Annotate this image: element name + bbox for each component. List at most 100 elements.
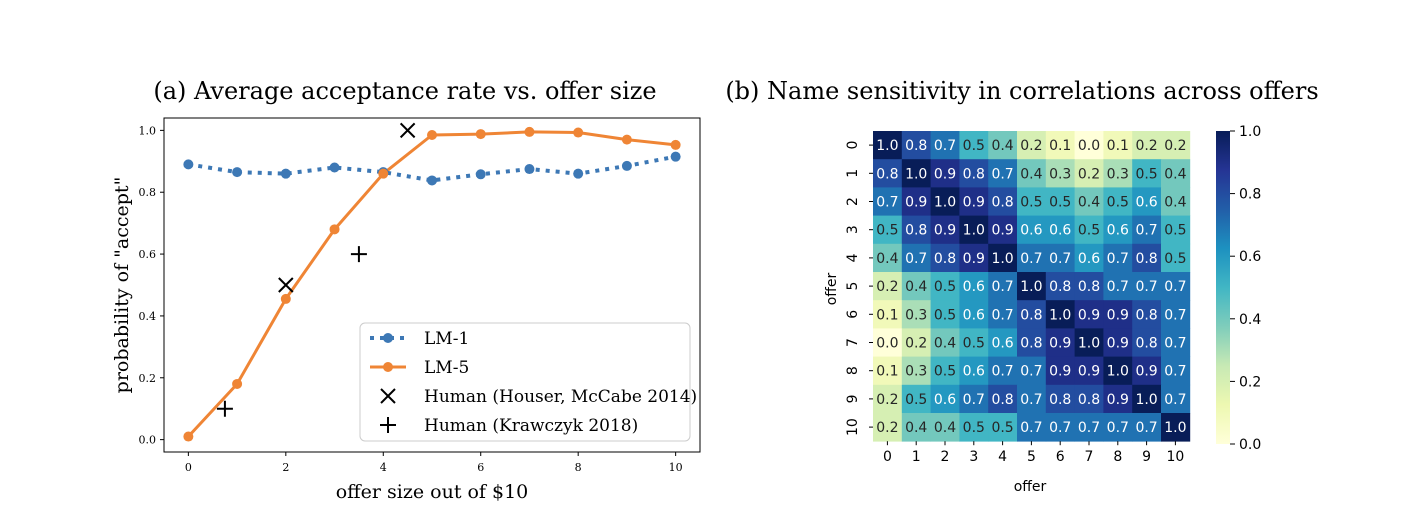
heatmap-y-tick-label: 1 xyxy=(845,169,861,178)
heatmap-cell-value: 1.0 xyxy=(1049,307,1071,323)
colorbar-tick-label: 1.0 xyxy=(1239,124,1261,140)
heatmap-cell xyxy=(1103,215,1133,245)
lm-5-point xyxy=(232,378,243,389)
heatmap-cell xyxy=(1074,356,1104,386)
heatmap-cell-value: 0.5 xyxy=(963,420,985,436)
heatmap-cell xyxy=(1132,384,1162,414)
heatmap-cell xyxy=(988,159,1018,188)
heatmap-cell xyxy=(959,272,989,301)
panel-a-y-label: probability of "accept" xyxy=(111,177,133,394)
heatmap-cell-value: 0.9 xyxy=(991,223,1013,239)
heatmap-cell-value: 0.6 xyxy=(963,307,985,323)
heatmap-cell xyxy=(873,413,903,442)
heatmap-cell xyxy=(959,187,989,216)
panel-b-colorbar: 0.0 0.2 0.4 0.6 0.8 1.0 xyxy=(1216,124,1261,453)
heatmap-cell xyxy=(1045,300,1075,329)
lm-5-point xyxy=(280,293,291,304)
heatmap-cell xyxy=(901,131,931,160)
heatmap-cell xyxy=(901,384,931,414)
heatmap-cell xyxy=(901,300,931,329)
heatmap-cell-value: 0.5 xyxy=(1135,166,1157,182)
heatmap-cell-value: 0.7 xyxy=(1164,279,1186,295)
y-tick-label: 0.6 xyxy=(139,248,157,261)
heatmap-cell-value: 0.4 xyxy=(1020,166,1042,182)
heatmap-cell-value: 0.5 xyxy=(1164,223,1186,239)
heatmap-cell-value: 0.6 xyxy=(1020,223,1042,239)
heatmap-cell-value: 0.3 xyxy=(905,364,927,380)
heatmap-cell xyxy=(1074,328,1104,357)
heatmap-cell xyxy=(1103,187,1133,216)
heatmap-cell xyxy=(988,272,1018,301)
heatmap-x-tick-label: 4 xyxy=(998,449,1007,465)
heatmap-x-tick-label: 1 xyxy=(912,449,921,465)
heatmap-cell xyxy=(1161,413,1191,442)
heatmap-cell xyxy=(1132,215,1162,245)
heatmap-cell-value: 0.5 xyxy=(1164,251,1186,267)
heatmap-cell-value: 0.8 xyxy=(963,166,985,182)
heatmap-cell-value: 0.8 xyxy=(1020,336,1042,352)
y-tick-label: 1.0 xyxy=(139,124,157,137)
x-tick-label: 2 xyxy=(282,461,289,474)
heatmap-cell xyxy=(930,300,960,329)
heatmap-cell xyxy=(1103,131,1133,160)
human-houser-point xyxy=(399,122,416,139)
heatmap-cell-value: 0.3 xyxy=(1107,166,1129,182)
heatmap-cell xyxy=(1161,159,1191,188)
heatmap-cell-value: 0.7 xyxy=(963,392,985,408)
heatmap-cell xyxy=(873,272,903,301)
heatmap-cell-value: 0.4 xyxy=(905,420,927,436)
heatmap-y-tick-label: 8 xyxy=(845,366,861,375)
heatmap-cell-value: 0.4 xyxy=(905,279,927,295)
heatmap-cell-value: 0.2 xyxy=(1020,138,1042,154)
heatmap-cell xyxy=(1161,356,1191,386)
heatmap-cell-value: 0.7 xyxy=(1135,279,1157,295)
heatmap-cell-value: 0.7 xyxy=(1164,307,1186,323)
heatmap-cell-value: 0.9 xyxy=(1107,392,1129,408)
heatmap-cell-value: 0.5 xyxy=(905,392,927,408)
heatmap-cell-value: 0.9 xyxy=(1049,336,1071,352)
heatmap-cell-value: 0.8 xyxy=(1135,336,1157,352)
heatmap-cell xyxy=(1045,131,1075,160)
heatmap-cell-value: 0.8 xyxy=(905,138,927,154)
heatmap-x-tick-label: 7 xyxy=(1085,449,1094,465)
legend-lm-1-marker xyxy=(383,333,393,343)
heatmap-cell xyxy=(873,300,903,329)
heatmap-cell-value: 0.2 xyxy=(876,420,898,436)
heatmap-cell-value: 1.0 xyxy=(934,195,956,211)
heatmap-cell-value: 0.0 xyxy=(876,336,898,352)
heatmap-x-tick-label: 2 xyxy=(941,449,950,465)
legend-houser-marker xyxy=(380,388,396,404)
legend-label: LM-5 xyxy=(424,358,469,378)
heatmap-cell-value: 0.7 xyxy=(991,364,1013,380)
series-lm-1-line xyxy=(188,154,677,183)
heatmap-cell-value: 0.7 xyxy=(905,251,927,267)
heatmap-cell xyxy=(1017,272,1047,301)
heatmap-cell xyxy=(1045,384,1075,414)
heatmap-cell xyxy=(901,413,931,442)
heatmap-cell-value: 0.5 xyxy=(963,138,985,154)
heatmap-cell xyxy=(1161,243,1191,273)
heatmap-cell xyxy=(901,272,931,301)
heatmap-cell-value: 0.7 xyxy=(1020,364,1042,380)
lm-1-point xyxy=(280,168,291,179)
heatmap-cell-value: 0.7 xyxy=(1164,336,1186,352)
heatmap-cell-value: 0.5 xyxy=(1049,195,1071,211)
heatmap-cell xyxy=(1161,384,1191,414)
heatmap-cell xyxy=(1132,272,1162,301)
heatmap-cell xyxy=(873,356,903,386)
heatmap-x-tick-label: 0 xyxy=(883,449,892,465)
heatmap-cell xyxy=(1017,413,1047,442)
heatmap-cell xyxy=(1103,413,1133,442)
heatmap-cell xyxy=(1074,300,1104,329)
heatmap-y-tick-label: 0 xyxy=(845,141,861,150)
heatmap-cell xyxy=(988,131,1018,160)
heatmap-cell xyxy=(901,243,931,273)
heatmap-cell-value: 0.9 xyxy=(934,166,956,182)
heatmap-cell xyxy=(901,215,931,245)
heatmap-cell xyxy=(1161,187,1191,216)
heatmap-cell-value: 0.8 xyxy=(1049,392,1071,408)
heatmap-cell-value: 0.5 xyxy=(1020,195,1042,211)
heatmap-cell xyxy=(1103,272,1133,301)
panel-b-heatmap: 1.0 0.8 0.7 0.5 0.4 0.2 0.1 0.0 0.1 0.2 0.2 0.8 1.0 0… xyxy=(845,131,1191,465)
heatmap-cell-value: 0.4 xyxy=(1164,195,1186,211)
